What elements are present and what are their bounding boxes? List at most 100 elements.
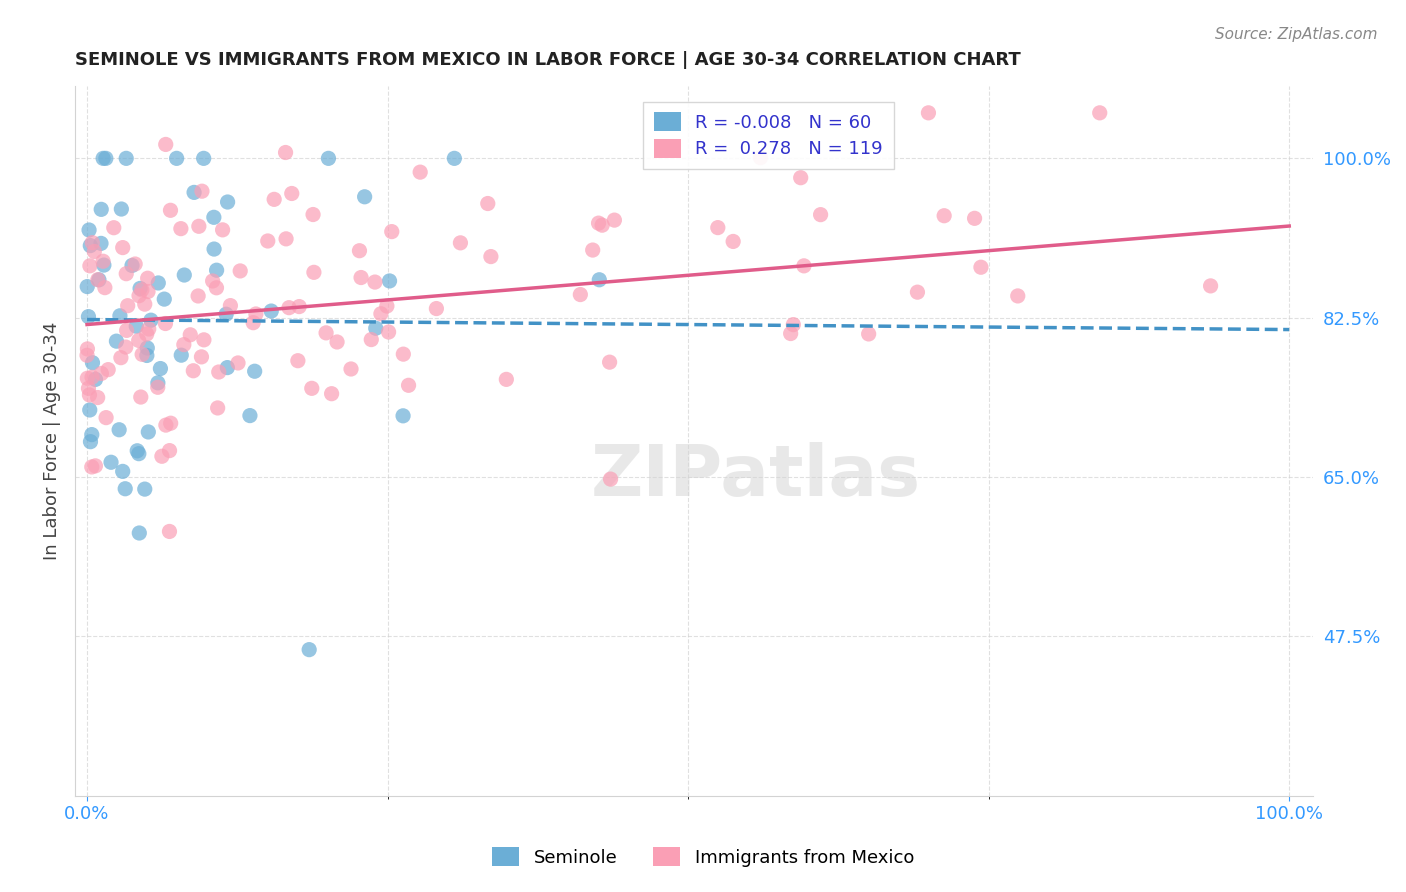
Immigrants from Mexico	[128, 334, 150, 348]
Seminole	[183, 186, 205, 200]
Seminole	[202, 211, 225, 225]
Immigrants from Mexico	[170, 221, 193, 235]
Immigrants from Mexico	[256, 234, 278, 248]
Seminole	[215, 307, 238, 321]
Y-axis label: In Labor Force | Age 30-34: In Labor Force | Age 30-34	[44, 321, 60, 560]
Seminole	[129, 281, 152, 295]
Seminole	[298, 642, 321, 657]
Seminole	[364, 321, 387, 335]
Seminole	[90, 202, 112, 217]
Immigrants from Mexico	[375, 299, 398, 313]
Seminole	[128, 447, 150, 461]
Immigrants from Mexico	[364, 275, 387, 289]
Seminole	[87, 273, 110, 287]
Immigrants from Mexico	[779, 326, 801, 341]
Immigrants from Mexico	[201, 274, 224, 288]
Immigrants from Mexico	[591, 218, 613, 232]
Seminole	[110, 202, 132, 216]
Immigrants from Mexico	[103, 220, 125, 235]
Seminole	[114, 482, 136, 496]
Immigrants from Mexico	[315, 326, 337, 340]
Immigrants from Mexico	[810, 208, 832, 222]
Immigrants from Mexico	[207, 401, 229, 415]
Immigrants from Mexico	[970, 260, 993, 275]
Immigrants from Mexico	[287, 353, 309, 368]
Immigrants from Mexico	[76, 371, 98, 385]
Immigrants from Mexico	[187, 219, 209, 234]
Seminole	[217, 360, 239, 375]
Seminole	[134, 482, 156, 496]
Seminole	[443, 152, 465, 166]
Seminole	[125, 319, 148, 334]
Text: SEMINOLE VS IMMIGRANTS FROM MEXICO IN LABOR FORCE | AGE 30-34 CORRELATION CHART: SEMINOLE VS IMMIGRANTS FROM MEXICO IN LA…	[75, 51, 1021, 69]
Immigrants from Mexico	[205, 281, 228, 295]
Immigrants from Mexico	[136, 285, 159, 299]
Text: Source: ZipAtlas.com: Source: ZipAtlas.com	[1215, 27, 1378, 42]
Immigrants from Mexico	[150, 450, 173, 464]
Immigrants from Mexico	[190, 350, 212, 364]
Immigrants from Mexico	[134, 297, 156, 311]
Immigrants from Mexico	[599, 472, 621, 486]
Immigrants from Mexico	[245, 307, 267, 321]
Seminole	[91, 152, 114, 166]
Immigrants from Mexico	[79, 388, 101, 402]
Immigrants from Mexico	[155, 317, 177, 331]
Immigrants from Mexico	[409, 165, 432, 179]
Seminole	[239, 409, 262, 423]
Immigrants from Mexico	[793, 259, 815, 273]
Immigrants from Mexico	[858, 326, 880, 341]
Immigrants from Mexico	[146, 380, 169, 394]
Immigrants from Mexico	[155, 137, 177, 152]
Seminole	[392, 409, 415, 423]
Immigrants from Mexico	[350, 270, 373, 285]
Seminole	[139, 313, 162, 327]
Immigrants from Mexico	[219, 299, 242, 313]
Seminole	[90, 236, 112, 251]
Immigrants from Mexico	[117, 299, 139, 313]
Immigrants from Mexico	[321, 386, 343, 401]
Seminole	[121, 259, 143, 273]
Seminole	[111, 464, 134, 478]
Seminole	[149, 361, 172, 376]
Immigrants from Mexico	[136, 271, 159, 285]
Immigrants from Mexico	[349, 244, 371, 258]
Immigrants from Mexico	[97, 362, 120, 376]
Seminole	[77, 310, 100, 324]
Immigrants from Mexico	[76, 348, 98, 362]
Immigrants from Mexico	[115, 323, 138, 337]
Seminole	[202, 242, 225, 256]
Immigrants from Mexico	[1007, 289, 1029, 303]
Immigrants from Mexico	[229, 264, 252, 278]
Immigrants from Mexico	[193, 333, 215, 347]
Immigrants from Mexico	[326, 334, 349, 349]
Seminole	[588, 273, 610, 287]
Immigrants from Mexico	[129, 390, 152, 404]
Seminole	[77, 223, 100, 237]
Immigrants from Mexico	[111, 241, 134, 255]
Immigrants from Mexico	[263, 192, 285, 206]
Immigrants from Mexico	[191, 184, 214, 198]
Immigrants from Mexico	[135, 327, 157, 342]
Immigrants from Mexico	[90, 367, 112, 381]
Seminole	[84, 372, 107, 386]
Seminole	[260, 304, 283, 318]
Immigrants from Mexico	[91, 254, 114, 268]
Seminole	[94, 152, 117, 166]
Immigrants from Mexico	[749, 151, 772, 165]
Immigrants from Mexico	[155, 418, 177, 433]
Immigrants from Mexico	[173, 337, 195, 351]
Immigrants from Mexico	[131, 283, 153, 297]
Seminole	[79, 403, 101, 417]
Seminole	[79, 434, 101, 449]
Immigrants from Mexico	[907, 285, 929, 300]
Immigrants from Mexico	[87, 273, 110, 287]
Immigrants from Mexico	[479, 250, 502, 264]
Seminole	[153, 292, 176, 306]
Immigrants from Mexico	[208, 365, 231, 379]
Seminole	[205, 263, 228, 277]
Immigrants from Mexico	[281, 186, 304, 201]
Immigrants from Mexico	[1088, 105, 1111, 120]
Seminole	[243, 364, 266, 378]
Immigrants from Mexico	[449, 235, 471, 250]
Immigrants from Mexico	[159, 203, 181, 218]
